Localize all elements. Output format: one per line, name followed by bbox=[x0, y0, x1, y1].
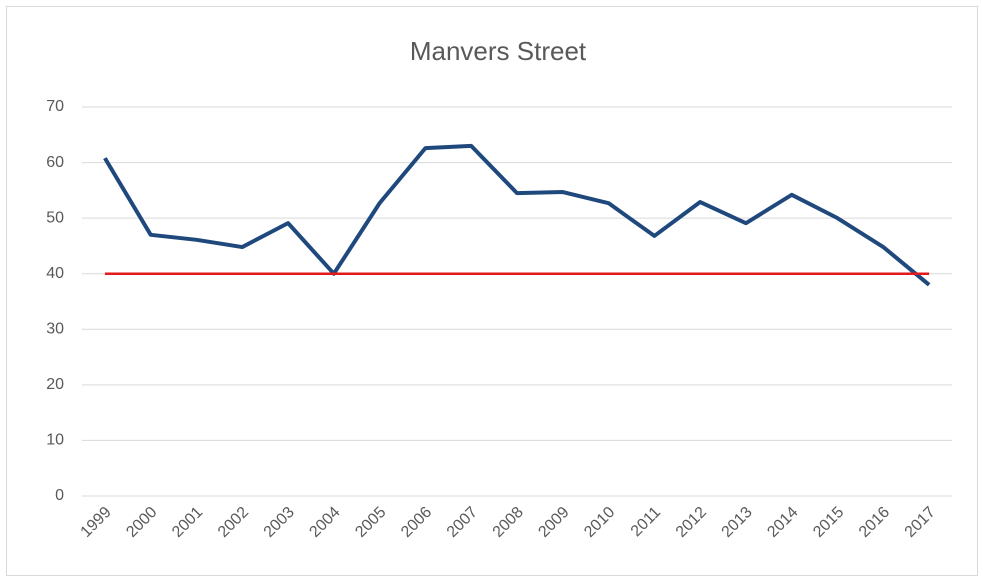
chart-title: Manvers Street bbox=[410, 36, 587, 66]
y-tick-label: 20 bbox=[46, 376, 64, 393]
y-tick-label: 50 bbox=[46, 209, 64, 226]
y-tick-label: 60 bbox=[46, 154, 64, 171]
y-tick-label: 40 bbox=[46, 265, 64, 282]
line-series bbox=[103, 143, 931, 287]
y-tick-label: 30 bbox=[46, 321, 64, 338]
y-tick-label: 0 bbox=[55, 487, 64, 504]
chart-border bbox=[6, 6, 978, 576]
y-tick-label: 10 bbox=[46, 432, 64, 449]
y-tick-label: 70 bbox=[46, 98, 64, 115]
